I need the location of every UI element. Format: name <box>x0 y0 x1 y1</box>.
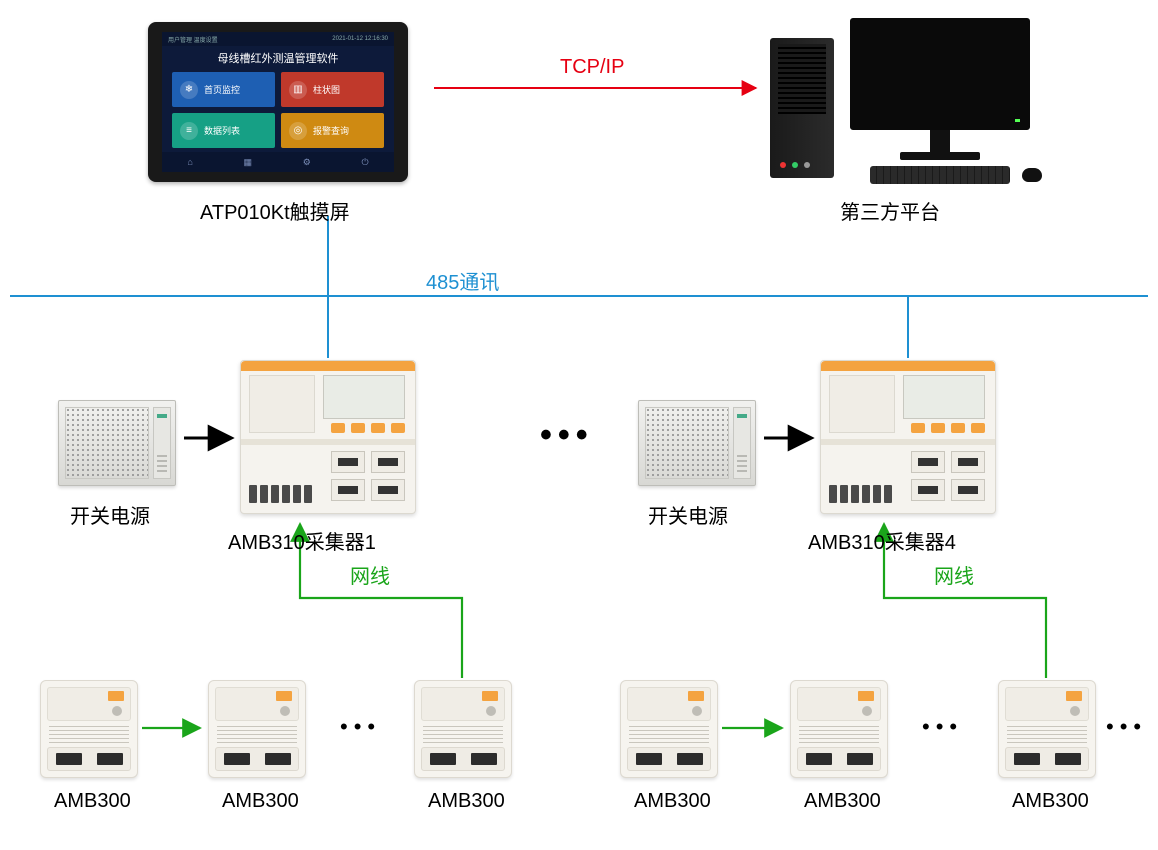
hmi-topbar-left: 用户管理 温度设置 <box>168 35 218 44</box>
hmi-tile-0: ❄首页监控 <box>172 72 275 107</box>
hmi-nav-3: ⏻ <box>361 157 368 168</box>
psu-right-label: 开关电源 <box>648 500 728 529</box>
psu-left <box>58 400 176 486</box>
hmi-tile-1: ▥柱状图 <box>281 72 384 107</box>
sensor-l2 <box>208 680 306 778</box>
tcpip-label: TCP/IP <box>560 56 624 79</box>
sensor-r2 <box>790 680 888 778</box>
hmi-topbar-right: 2021-01-12 12:16:30 <box>332 36 388 42</box>
hmi-nav-0: ⌂ <box>187 157 192 167</box>
hmi-tile-2: ≡数据列表 <box>172 113 275 148</box>
eth-right-label: 网线 <box>934 560 974 589</box>
collector-1 <box>240 360 416 514</box>
hmi-touchscreen: 用户管理 温度设置 2021-01-12 12:16:30 母线槽红外测温管理软… <box>148 22 408 182</box>
sensor-l3 <box>414 680 512 778</box>
eth-left-label: 网线 <box>350 560 390 589</box>
sensor-l1-label: AMB300 <box>54 790 131 813</box>
psu-right <box>638 400 756 486</box>
hmi-tile-3: ◎报警查询 <box>281 113 384 148</box>
hmi-nav-2: ⚙ <box>303 157 311 168</box>
sensor-r3-label: AMB300 <box>1012 790 1089 813</box>
hmi-screen-title: 母线槽红外测温管理软件 <box>162 46 394 72</box>
sensor-l1 <box>40 680 138 778</box>
ellipsis-collectors: ••• <box>540 416 594 455</box>
sensor-r1 <box>620 680 718 778</box>
sensor-r1-label: AMB300 <box>634 790 711 813</box>
sensor-r2-label: AMB300 <box>804 790 881 813</box>
collector-4-label: AMB310采集器4 <box>808 526 956 555</box>
psu-left-label: 开关电源 <box>70 500 150 529</box>
third-party-label: 第三方平台 <box>840 196 940 225</box>
hmi-label: ATP010Kt触摸屏 <box>200 196 350 225</box>
bus-485-label: 485通讯 <box>426 266 499 295</box>
ellipsis-sensors-l: ••• <box>340 714 381 740</box>
ellipsis-sensors-r: ••• <box>922 714 963 740</box>
collector-1-label: AMB310采集器1 <box>228 526 376 555</box>
sensor-l2-label: AMB300 <box>222 790 299 813</box>
sensor-l3-label: AMB300 <box>428 790 505 813</box>
ellipsis-sensors-far: ••• <box>1106 714 1147 740</box>
third-party-pc <box>770 18 1050 188</box>
sensor-r3 <box>998 680 1096 778</box>
hmi-nav-1: ▦ <box>243 157 252 168</box>
collector-4 <box>820 360 996 514</box>
